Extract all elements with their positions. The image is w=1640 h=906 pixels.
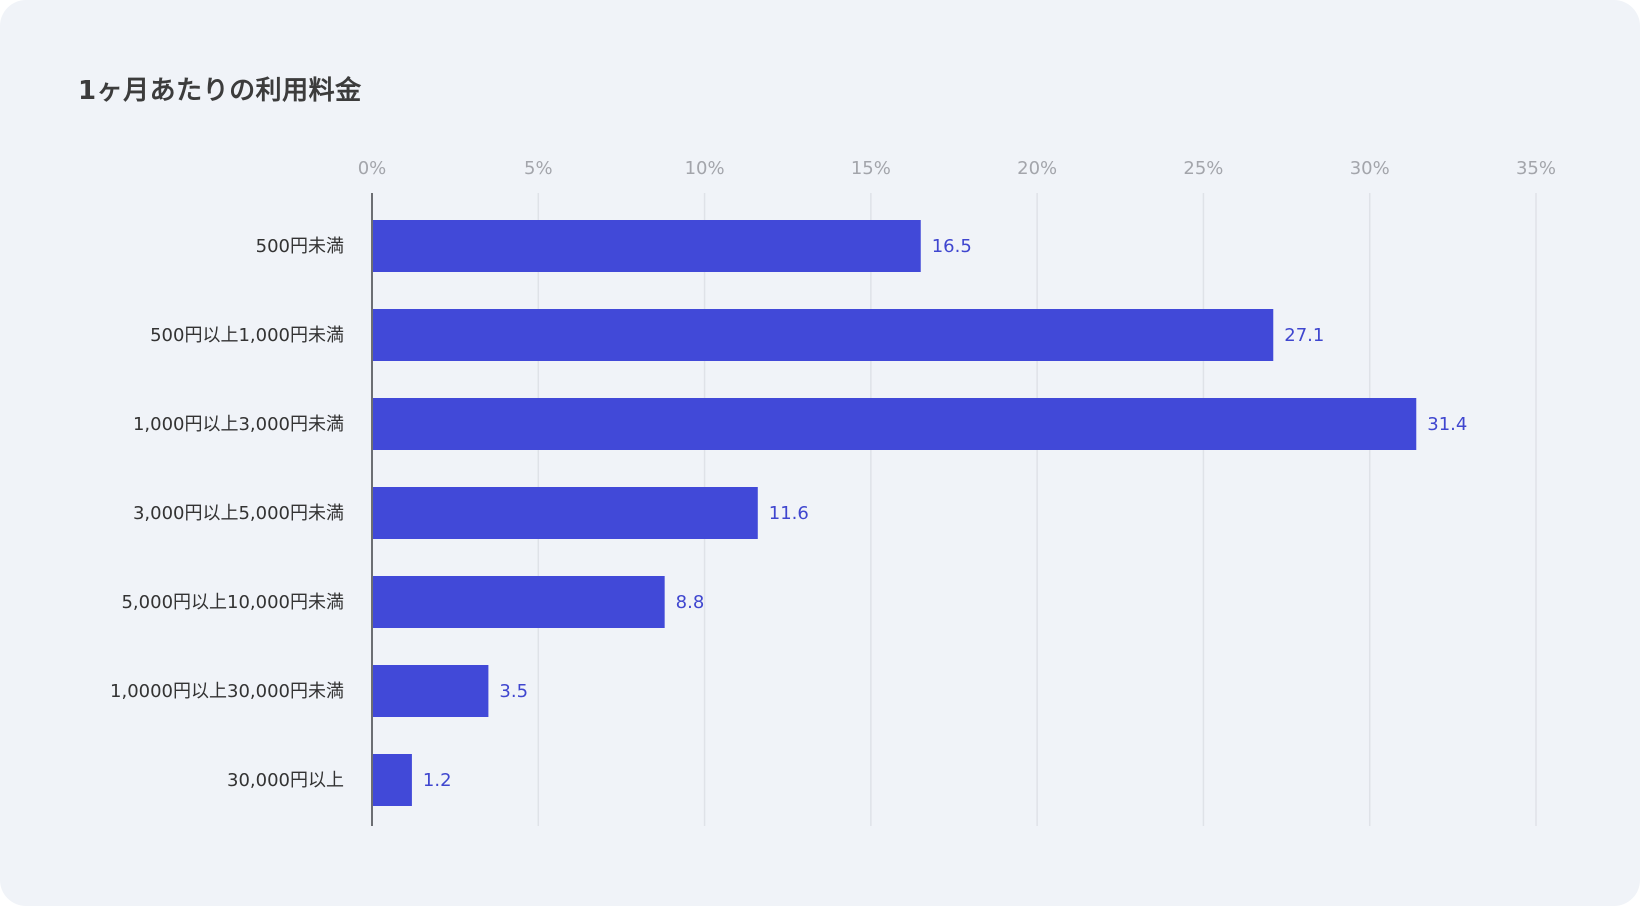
x-tick-label: 0%: [358, 158, 387, 179]
category-label: 1,000円以上3,000円未満: [133, 414, 344, 435]
value-label: 1.2: [423, 770, 452, 791]
category-label: 30,000円以上: [227, 770, 344, 791]
bar: [372, 220, 921, 272]
category-label: 3,000円以上5,000円未満: [133, 503, 344, 524]
bar: [372, 398, 1417, 450]
value-label: 11.6: [769, 503, 809, 524]
x-tick-label: 5%: [524, 158, 553, 179]
bar: [372, 665, 489, 717]
x-tick-label: 15%: [851, 158, 891, 179]
bar: [372, 754, 412, 806]
value-label: 31.4: [1427, 414, 1467, 435]
value-label: 8.8: [676, 592, 705, 613]
bar: [372, 487, 758, 539]
category-label: 5,000円以上10,000円未満: [121, 592, 344, 613]
category-labels: 500円未満 500円以上1,000円未満 1,000円以上3,000円未満 3,00…: [110, 236, 344, 791]
value-label: 3.5: [499, 681, 528, 702]
bar: [372, 576, 665, 628]
x-tick-label: 30%: [1350, 158, 1390, 179]
x-tick-label: 35%: [1516, 158, 1556, 179]
bars: [372, 220, 1417, 806]
bar: [372, 309, 1274, 361]
value-label: 16.5: [932, 236, 972, 257]
x-axis-tick-labels: 0% 5% 10% 15% 20% 25% 30% 35%: [358, 158, 1556, 179]
chart-title: 1ヶ月あたりの利用料金: [78, 76, 362, 106]
category-label: 500円未満: [256, 236, 344, 257]
x-tick-label: 20%: [1017, 158, 1057, 179]
value-label: 27.1: [1284, 325, 1324, 346]
value-labels: 16.5 27.1 31.4 11.6 8.8 3.5 1.2: [423, 236, 1467, 791]
category-label: 500円以上1,000円未満: [150, 325, 344, 346]
x-tick-label: 10%: [685, 158, 725, 179]
category-label: 1,0000円以上30,000円未満: [110, 681, 344, 702]
x-tick-label: 25%: [1183, 158, 1223, 179]
